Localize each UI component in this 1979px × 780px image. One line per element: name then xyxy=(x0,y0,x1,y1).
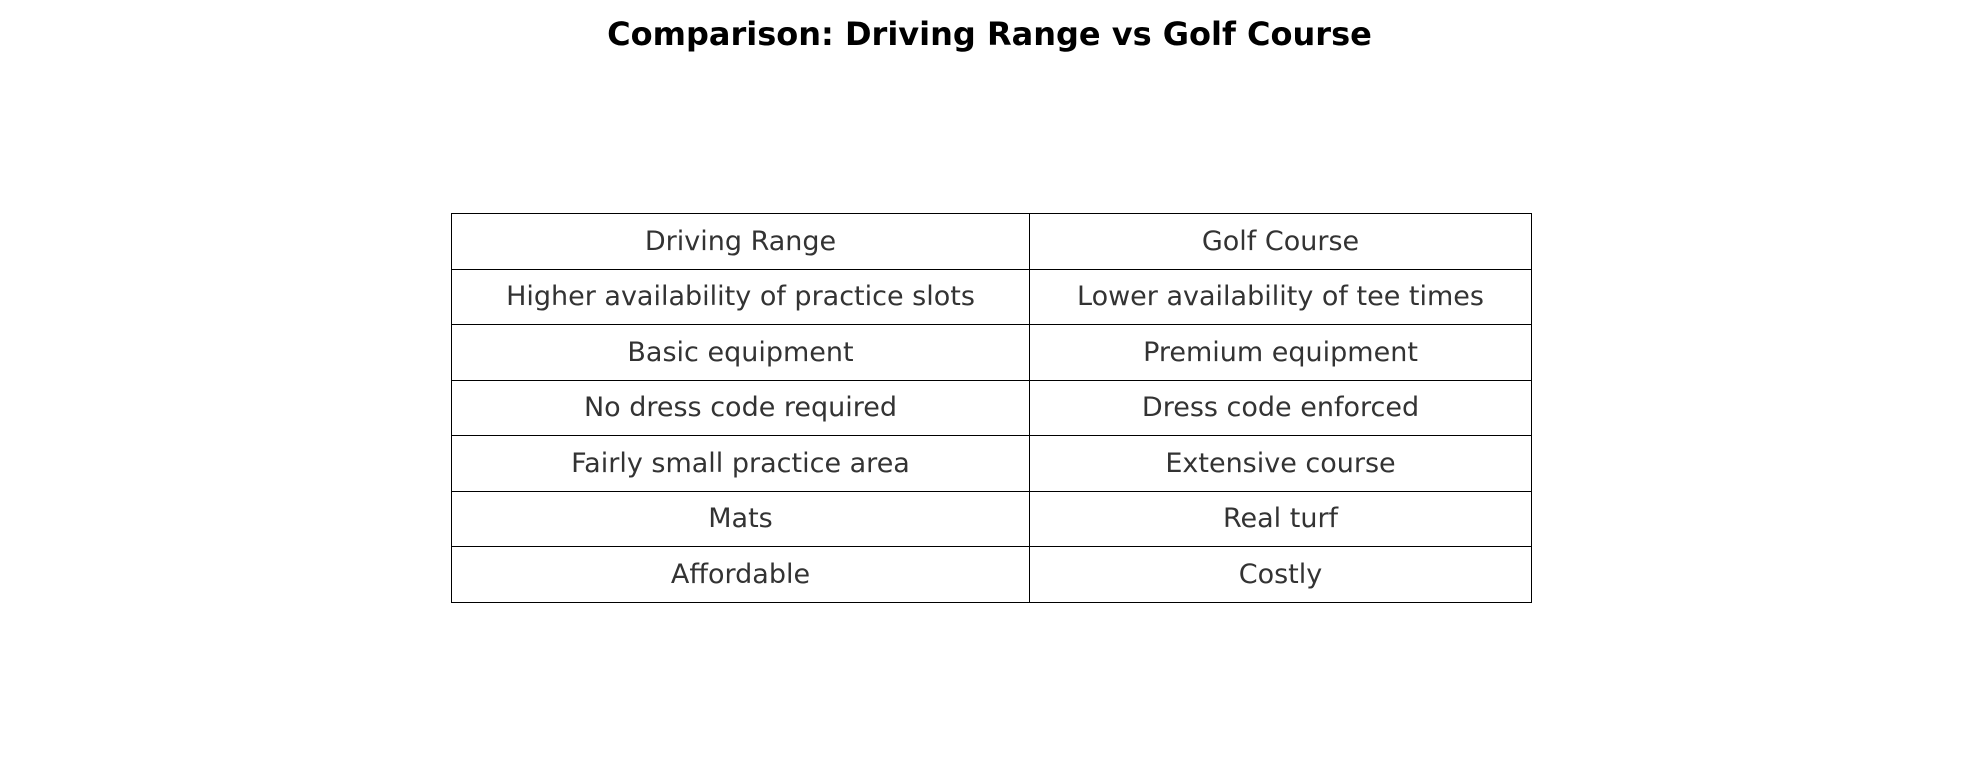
table-row: Basic equipment Premium equipment xyxy=(451,324,1532,381)
table-row: Fairly small practice area Extensive cou… xyxy=(451,435,1532,492)
table-row: Affordable Costly xyxy=(451,546,1532,603)
table-row: Higher availability of practice slots Lo… xyxy=(451,268,1532,325)
table-cell: Higher availability of practice slots xyxy=(451,268,1030,325)
table-cell: Dress code enforced xyxy=(1029,379,1532,436)
header-cell-driving-range: Driving Range xyxy=(451,213,1030,270)
table-cell: Fairly small practice area xyxy=(451,435,1030,492)
table-cell: Basic equipment xyxy=(451,324,1030,381)
header-row: Driving Range Golf Course xyxy=(451,213,1532,270)
table-cell: Premium equipment xyxy=(1029,324,1532,381)
table-cell: Lower availability of tee times xyxy=(1029,268,1532,325)
table-row: Mats Real turf xyxy=(451,490,1532,547)
table-row: No dress code required Dress code enforc… xyxy=(451,379,1532,436)
chart-title: Comparison: Driving Range vs Golf Course xyxy=(607,15,1372,53)
table-cell: Real turf xyxy=(1029,490,1532,547)
table-cell: Mats xyxy=(451,490,1030,547)
table-cell: Extensive course xyxy=(1029,435,1532,492)
header-cell-golf-course: Golf Course xyxy=(1029,213,1532,270)
table-cell: Affordable xyxy=(451,546,1030,603)
comparison-table: Driving Range Golf Course Higher availab… xyxy=(451,213,1532,603)
table-cell: Costly xyxy=(1029,546,1532,603)
table-cell: No dress code required xyxy=(451,379,1030,436)
